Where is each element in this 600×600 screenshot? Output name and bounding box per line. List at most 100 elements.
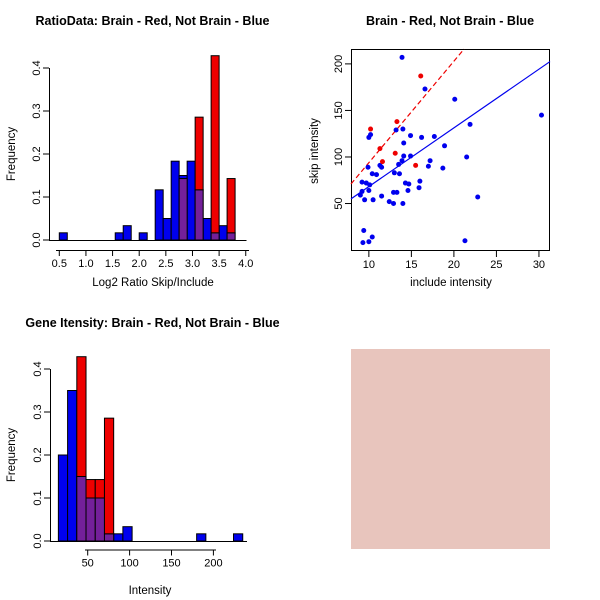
gene-hist-xlabel: Intensity [128, 585, 172, 597]
data-point [369, 171, 375, 177]
y-tick-label: 100 [333, 148, 345, 166]
data-point [391, 201, 397, 207]
points-brain [368, 73, 424, 168]
data-point [462, 238, 468, 244]
data-point [379, 193, 385, 199]
data-point [416, 185, 422, 191]
bar-brain [85, 479, 96, 499]
x-tick-label: 3.0 [185, 258, 200, 270]
y-tick-label: 0.0 [31, 232, 43, 247]
data-point [394, 119, 400, 125]
data-point [417, 178, 423, 184]
y-tick-label: 50 [333, 197, 345, 209]
x-tick-label: 0.5 [52, 258, 67, 270]
ratio-hist-title: RatioData: Brain - Red, Not Brain - Blue [35, 14, 270, 28]
x-tick-label: 20 [448, 259, 460, 271]
data-point [396, 161, 402, 167]
bar-overlap [194, 189, 204, 241]
gene-hist-title: Gene Itensity: Brain - Red, Not Brain - … [25, 316, 280, 330]
data-point [367, 182, 373, 188]
bar-not-brain [162, 218, 172, 241]
bar-not-brain [186, 160, 196, 241]
data-point [452, 96, 458, 102]
data-point [425, 163, 431, 169]
data-point [475, 194, 481, 200]
data-point [408, 133, 414, 139]
bar-overlap [94, 497, 105, 542]
data-point [431, 134, 437, 140]
x-tick-label: 10 [363, 259, 375, 271]
x-tick-label: 2.0 [132, 258, 147, 270]
data-point [399, 158, 405, 164]
data-point [359, 188, 365, 194]
ratio-hist-xlabel: Log2 Ratio Skip/Include [92, 277, 214, 289]
y-tick-label: 0.2 [31, 146, 43, 161]
bar-not-brain [138, 232, 148, 241]
data-point [394, 189, 400, 195]
bar-not-brain [202, 218, 212, 241]
bar-not-brain [233, 533, 244, 542]
x-tick-label: 1.0 [78, 258, 93, 270]
data-point [393, 127, 399, 133]
bars-brain [76, 356, 115, 542]
data-point [422, 86, 428, 92]
plot-box [351, 49, 550, 251]
y-tick-label: 150 [333, 101, 345, 119]
intensity_scatter-group: 10 15 20 25 30 50 100 150 200 [333, 48, 551, 271]
bar-overlap [178, 178, 188, 241]
x-tick-label: 200 [204, 558, 222, 570]
scatter-ylabel: skip intensity [309, 118, 321, 184]
data-point [366, 134, 372, 140]
data-point [413, 162, 419, 168]
x-tick-label: 3.5 [211, 258, 226, 270]
bar-not-brain [113, 533, 124, 542]
data-point [467, 121, 473, 127]
data-point [361, 228, 367, 234]
data-point [379, 164, 385, 170]
data-point [419, 134, 425, 140]
data-point [400, 201, 406, 207]
y-tick-label: 0.3 [32, 404, 44, 419]
data-point [400, 126, 406, 132]
bar-not-brain [57, 454, 69, 542]
data-point [401, 140, 407, 146]
data-point [405, 187, 411, 193]
gene_intensity_histogram-group: 0.0 0.1 0.2 0.3 0.4 50 100 150 200 [32, 356, 247, 570]
data-point [401, 153, 407, 159]
data-point [464, 154, 470, 160]
data-point [362, 197, 368, 203]
data-point [379, 159, 385, 165]
data-point [366, 187, 372, 193]
y-tick-label: 0.4 [31, 60, 43, 75]
data-point [366, 239, 372, 245]
scatter-xlabel: include intensity [410, 277, 492, 289]
data-point [357, 192, 363, 198]
data-point [399, 54, 405, 60]
y-tick-label: 0.0 [32, 533, 44, 548]
not-brain-fit-line [350, 61, 551, 200]
bar-not-brain [154, 189, 164, 241]
bar-overlap [76, 476, 87, 542]
y-tick-label: 0.1 [32, 490, 44, 505]
x-tick-label: 150 [162, 558, 180, 570]
data-point [377, 146, 383, 152]
bars-not-brain [58, 160, 236, 241]
bar-not-brain [122, 225, 132, 241]
bar-not-brain [58, 232, 68, 241]
data-point [365, 164, 371, 170]
bar-brain [76, 356, 87, 477]
x-tick-label: 50 [82, 558, 94, 570]
points-not-brain [357, 54, 544, 246]
bar-overlap [210, 232, 220, 241]
data-point [538, 112, 544, 118]
data-point [359, 179, 365, 185]
bar-brain [103, 417, 115, 535]
ratio_histogram-group: 0.0 0.1 0.2 0.3 0.4 0.5 1.0 1.5 2.0 2.5 3.0 3.5 4.0 [31, 55, 253, 270]
data-point [374, 172, 380, 178]
bar-brain [94, 479, 105, 499]
data-point [427, 158, 433, 164]
data-point [360, 240, 366, 246]
bar-overlap [85, 497, 96, 542]
x-tick-label: 15 [405, 259, 417, 271]
